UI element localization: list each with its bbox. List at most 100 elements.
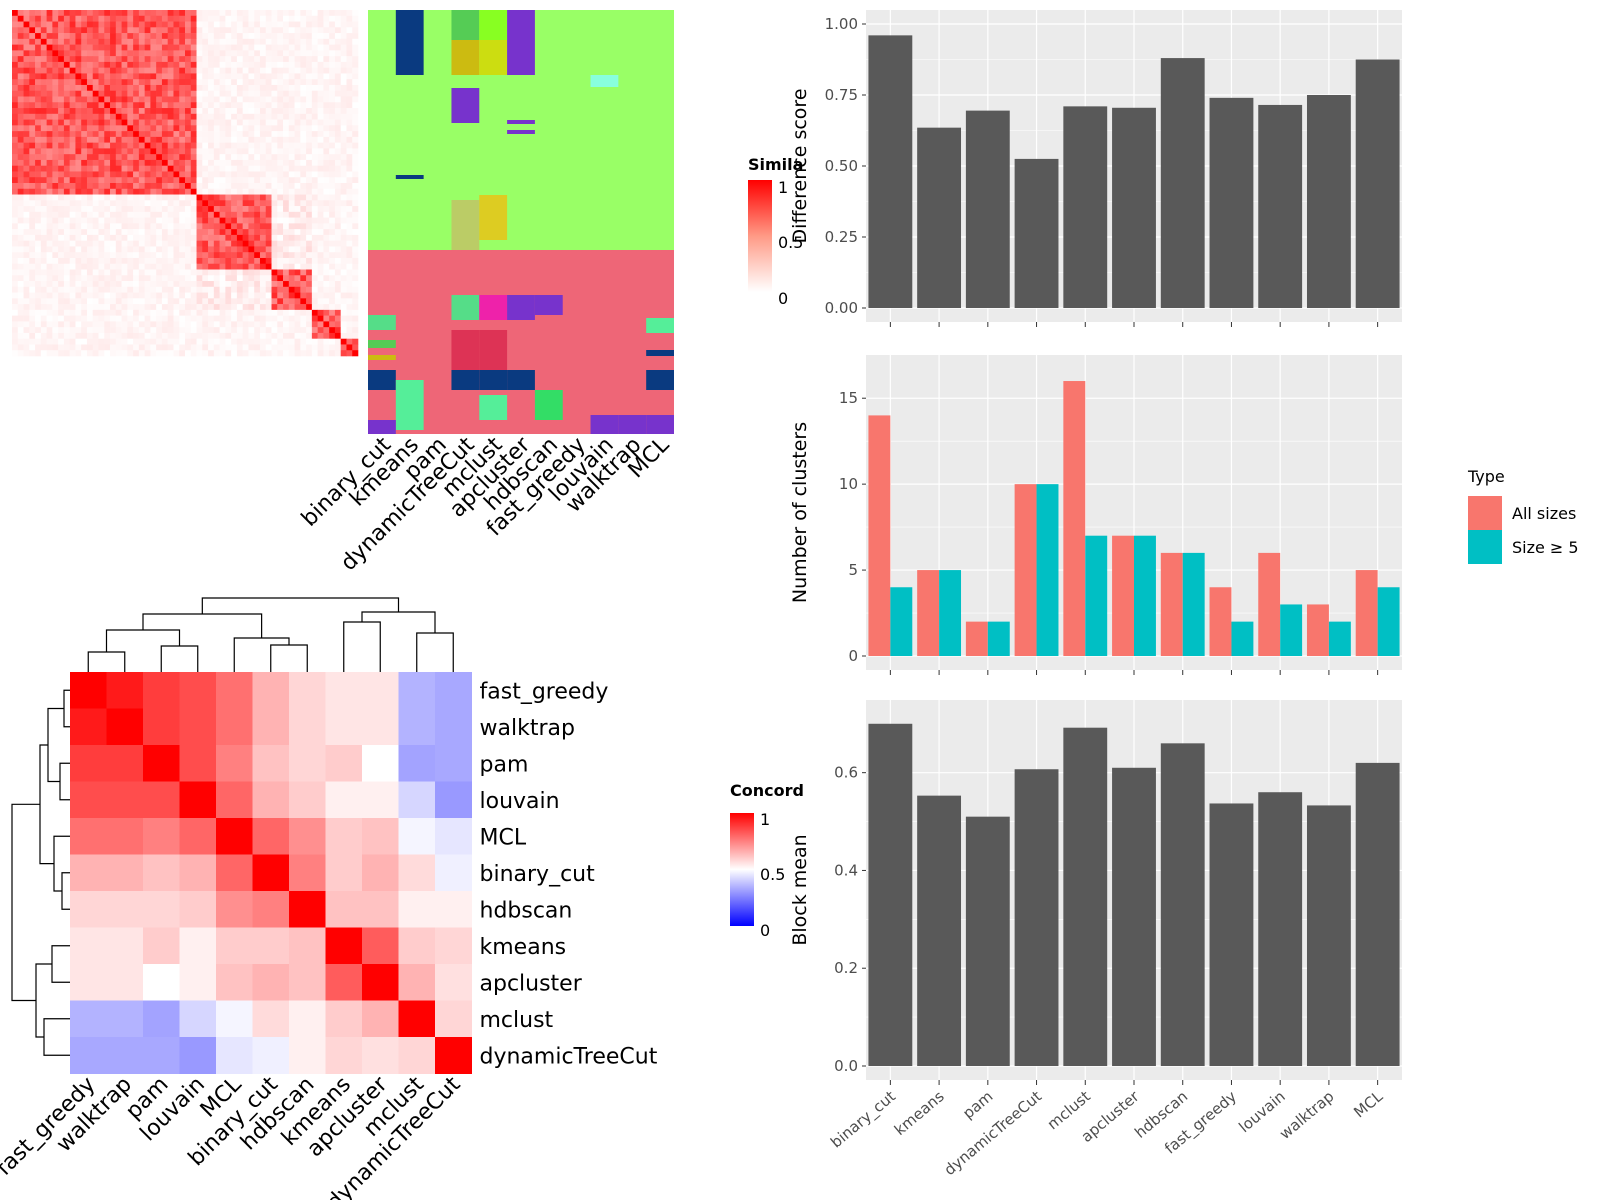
similarity-cell	[317, 229, 324, 236]
similarity-cell	[144, 234, 151, 241]
similarity-cell	[213, 183, 220, 190]
concordance-cell	[70, 891, 107, 928]
similarity-cell	[104, 142, 111, 149]
similarity-cell	[225, 246, 232, 253]
similarity-cell	[277, 327, 284, 334]
similarity-cell	[144, 298, 151, 305]
similarity-cell	[208, 309, 215, 316]
similarity-cell	[340, 350, 347, 357]
similarity-cell	[127, 148, 134, 155]
similarity-cell	[167, 188, 174, 195]
similarity-cell	[156, 142, 163, 149]
similarity-cell	[219, 102, 226, 109]
bar-all-sizes	[965, 621, 988, 656]
similarity-cell	[346, 234, 353, 241]
similarity-cell	[329, 136, 336, 143]
similarity-cell	[306, 211, 313, 218]
similarity-cell	[277, 269, 284, 276]
similarity-cell	[259, 177, 267, 184]
similarity-cell	[323, 148, 330, 155]
similarity-cell	[323, 44, 330, 51]
similarity-cell	[86, 217, 94, 224]
similarity-cell	[12, 27, 19, 34]
similarity-cell	[352, 15, 359, 22]
similarity-cell	[202, 108, 209, 115]
similarity-cell	[294, 315, 301, 322]
similarity-cell	[121, 240, 128, 247]
similarity-cell	[110, 61, 117, 68]
similarity-cell	[115, 298, 122, 305]
concordance-cell	[70, 781, 107, 819]
similarity-cell	[288, 50, 295, 57]
similarity-cell	[46, 246, 53, 253]
similarity-cell	[340, 286, 347, 293]
similarity-cell	[271, 27, 278, 34]
concordance-cell	[252, 891, 290, 928]
similarity-cell	[150, 332, 157, 339]
similarity-cell	[150, 159, 157, 166]
similarity-cell	[63, 33, 70, 40]
similarity-cell	[265, 84, 272, 92]
similarity-cell	[265, 211, 272, 218]
similarity-cell	[185, 252, 192, 259]
similarity-cell	[306, 286, 313, 293]
similarity-cell	[208, 298, 215, 305]
similarity-cell	[271, 33, 278, 40]
similarity-cell	[12, 102, 19, 109]
similarity-cell	[271, 90, 278, 97]
similarity-cell	[213, 108, 220, 115]
similarity-cell	[196, 56, 203, 63]
similarity-cell	[185, 275, 192, 282]
similarity-cell	[323, 350, 330, 357]
similarity-cell	[219, 183, 226, 190]
similarity-cell	[127, 131, 134, 138]
similarity-cell	[63, 131, 70, 138]
similarity-cell	[133, 148, 140, 155]
similarity-cell	[317, 113, 324, 120]
similarity-cell	[271, 229, 278, 236]
similarity-cell	[225, 217, 232, 224]
similarity-cell	[92, 38, 99, 45]
similarity-cell	[52, 38, 59, 45]
similarity-cell	[236, 229, 243, 236]
similarity-cell	[133, 102, 140, 109]
similarity-cell	[248, 240, 255, 247]
similarity-cell	[58, 200, 65, 207]
similarity-cell	[277, 136, 284, 143]
similarity-cell	[29, 56, 36, 63]
similarity-cell	[104, 240, 111, 247]
similarity-cell	[311, 252, 318, 259]
similarity-cell	[133, 177, 140, 184]
similarity-cell	[104, 21, 111, 28]
similarity-cell	[110, 142, 117, 149]
similarity-cell	[271, 148, 278, 155]
similarity-cell	[144, 223, 151, 230]
similarity-cell	[150, 148, 157, 155]
similarity-cell	[115, 84, 122, 92]
similarity-cell	[138, 165, 145, 172]
similarity-cell	[46, 119, 53, 126]
similarity-cell	[110, 200, 117, 207]
concordance-cell	[216, 708, 253, 746]
similarity-cell	[133, 61, 140, 68]
similarity-cell	[40, 281, 47, 288]
similarity-cell	[259, 148, 267, 155]
similarity-cell	[161, 61, 168, 68]
similarity-cell	[225, 281, 232, 288]
similarity-cell	[161, 142, 168, 149]
similarity-cell	[133, 119, 140, 126]
similarity-cell	[35, 38, 42, 45]
similarity-cell	[317, 56, 324, 63]
similarity-cell	[311, 304, 318, 311]
similarity-cell	[104, 125, 111, 132]
similarity-cell	[311, 119, 318, 126]
similarity-cell	[231, 304, 238, 311]
similarity-cell	[40, 344, 47, 351]
similarity-cell	[17, 315, 24, 322]
similarity-cell	[86, 275, 94, 282]
similarity-cell	[340, 119, 347, 126]
similarity-cell	[161, 33, 168, 40]
similarity-cell	[271, 10, 278, 17]
similarity-cell	[133, 79, 140, 86]
